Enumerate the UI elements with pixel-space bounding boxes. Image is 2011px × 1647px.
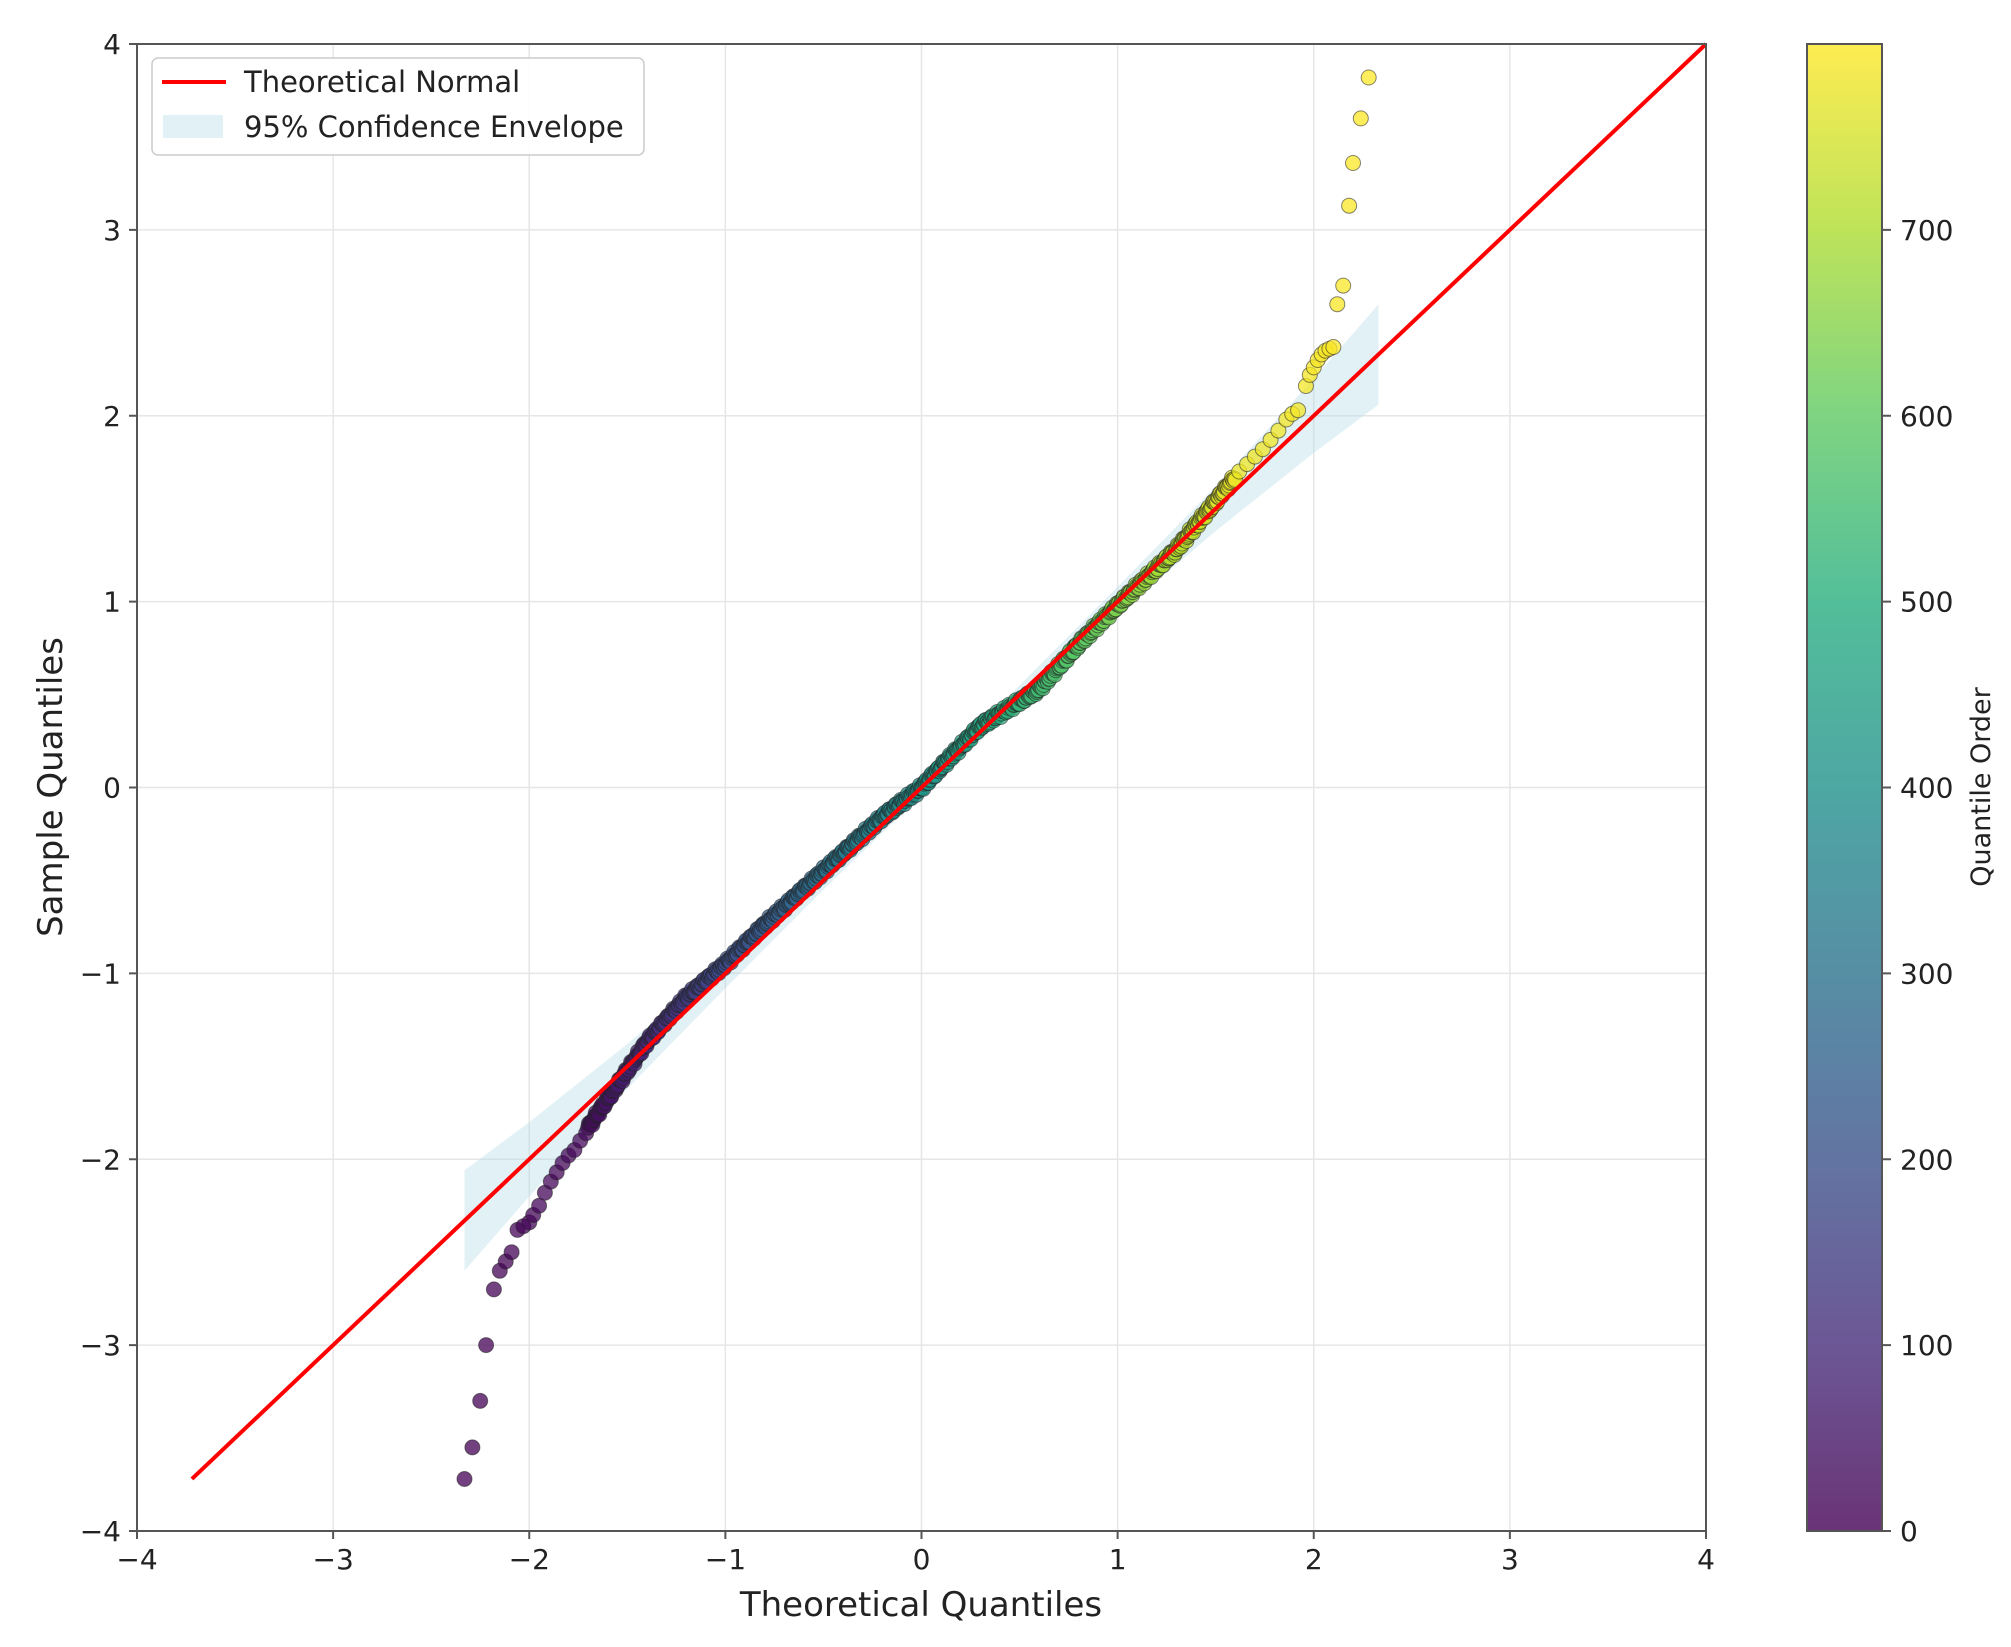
quantile-point [1341, 197, 1358, 214]
quantile-point [485, 1281, 502, 1298]
y-tick-label: 1 [103, 586, 121, 619]
legend-label-theoretical-normal: Theoretical Normal [243, 65, 520, 99]
colorbar-title: Quantile Order [1966, 686, 1997, 886]
colorbar-tick-label: 200 [1900, 1143, 1953, 1176]
colorbar-tick-label: 100 [1900, 1329, 1953, 1362]
y-tick-label: 0 [103, 772, 121, 805]
legend: Theoretical Normal 95% Confidence Envelo… [151, 57, 645, 156]
quantile-point [1290, 402, 1307, 419]
x-tick-label: −1 [705, 1543, 746, 1576]
colorbar-tick-label: 500 [1900, 586, 1953, 619]
plot-area: −4 −3 −2 −1 0 1 2 3 4 −4 −3 −2 −1 0 1 2 3 4 [80, 28, 1715, 1576]
colorbar-gradient [1807, 44, 1882, 1531]
quantile-point [456, 1471, 473, 1487]
quantile-point [1270, 422, 1287, 439]
y-tick-label: 4 [103, 28, 121, 61]
x-tick-label: −3 [312, 1543, 353, 1576]
x-tick-label: 0 [913, 1543, 931, 1576]
y-axis-title: Sample Quantiles [31, 637, 71, 937]
theoretical-normal-line [190, 42, 1708, 1481]
quantile-point [478, 1337, 495, 1354]
y-tick-label: −3 [80, 1329, 121, 1362]
x-axis-ticks: −4 −3 −2 −1 0 1 2 3 4 [116, 1531, 1715, 1576]
y-tick-label: −2 [80, 1143, 121, 1176]
quantile-point [472, 1392, 489, 1409]
legend-patch-swatch [163, 115, 223, 138]
colorbar-tick-label: 700 [1900, 214, 1953, 247]
y-tick-label: 3 [103, 214, 121, 247]
colorbar-tick-label: 600 [1900, 400, 1953, 433]
y-tick-label: −1 [80, 957, 121, 990]
x-tick-label: 3 [1501, 1543, 1519, 1576]
quantile-point [1360, 69, 1377, 86]
y-axis-ticks: −4 −3 −2 −1 0 1 2 3 4 [80, 28, 137, 1548]
colorbar-tick-label: 400 [1900, 772, 1953, 805]
legend-box [151, 57, 645, 156]
quantile-point [1345, 155, 1361, 171]
quantile-point [1329, 296, 1346, 313]
colorbar-tick-label: 0 [1900, 1515, 1918, 1548]
legend-label-confidence-envelope: 95% Confidence Envelope [244, 110, 624, 144]
x-axis-title: Theoretical Quantiles [739, 1585, 1102, 1625]
quantile-point [464, 1439, 481, 1456]
x-tick-label: 1 [1109, 1543, 1127, 1576]
y-tick-label: −4 [80, 1515, 121, 1548]
x-tick-label: 2 [1305, 1543, 1323, 1576]
y-tick-label: 2 [103, 400, 121, 433]
quantile-point [1325, 339, 1342, 355]
quantile-point [1335, 277, 1352, 294]
reference-line-layer [190, 42, 1708, 1481]
x-tick-label: 4 [1697, 1543, 1715, 1576]
x-tick-label: −2 [509, 1543, 550, 1576]
colorbar-ticks: 0 100 200 300 400 500 600 700 [1882, 214, 1953, 1548]
colorbar: 0 100 200 300 400 500 600 700 Quantile Order [1806, 43, 1997, 1548]
quantile-point [503, 1244, 520, 1261]
colorbar-tick-label: 300 [1900, 957, 1953, 990]
x-tick-label: −4 [116, 1543, 157, 1576]
quantile-point [1352, 110, 1369, 127]
